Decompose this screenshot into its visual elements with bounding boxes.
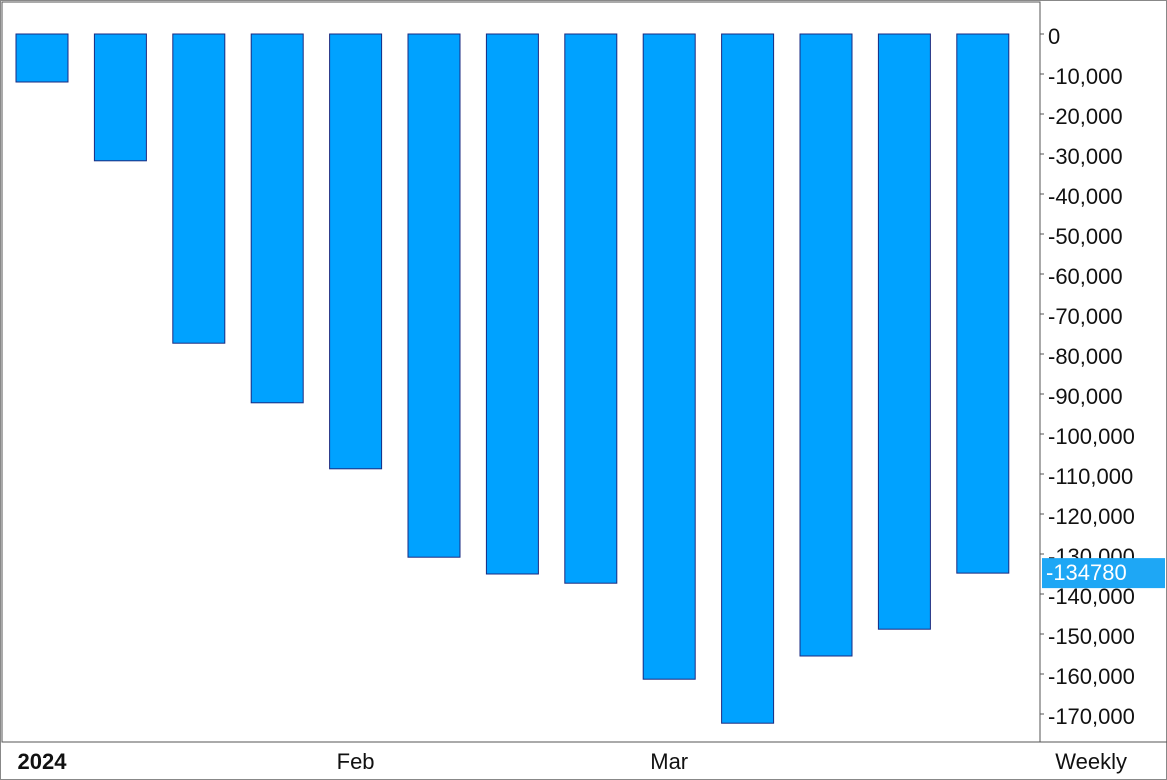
bar <box>956 33 1010 574</box>
y-tick-label: -120,000 <box>1048 504 1135 529</box>
y-tick-label: -170,000 <box>1048 704 1135 729</box>
y-tick-label: -110,000 <box>1048 464 1133 489</box>
y-tick-label: -90,000 <box>1048 384 1123 409</box>
bar <box>93 33 147 162</box>
bar <box>407 33 461 558</box>
last-value-label: -134780 <box>1046 560 1127 585</box>
x-tick-label: 2024 <box>18 749 68 774</box>
y-tick-label: -150,000 <box>1048 624 1135 649</box>
bar <box>642 33 696 680</box>
last-value-box <box>1042 558 1165 589</box>
bar <box>485 33 539 575</box>
bar <box>564 33 618 584</box>
y-tick-label: -70,000 <box>1048 304 1123 329</box>
y-tick-label: -60,000 <box>1048 264 1123 289</box>
y-tick-label: -30,000 <box>1048 144 1123 169</box>
y-tick-label: 0 <box>1048 24 1060 49</box>
y-tick-label: -80,000 <box>1048 344 1123 369</box>
bar <box>799 33 853 657</box>
y-tick-label: -50,000 <box>1048 224 1123 249</box>
period-label: Weekly <box>1055 749 1127 774</box>
bar <box>250 33 304 404</box>
y-tick-label: -10,000 <box>1048 64 1123 89</box>
x-tick-label: Feb <box>337 749 375 774</box>
bar <box>721 33 775 724</box>
y-tick-label: -20,000 <box>1048 104 1123 129</box>
y-tick-label: -40,000 <box>1048 184 1123 209</box>
bar <box>15 33 69 83</box>
y-tick-label: -100,000 <box>1048 424 1135 449</box>
bar <box>877 33 931 630</box>
y-tick-label: -160,000 <box>1048 664 1135 689</box>
bar <box>172 33 226 344</box>
x-tick-label: Mar <box>650 749 688 774</box>
bar <box>329 33 383 470</box>
